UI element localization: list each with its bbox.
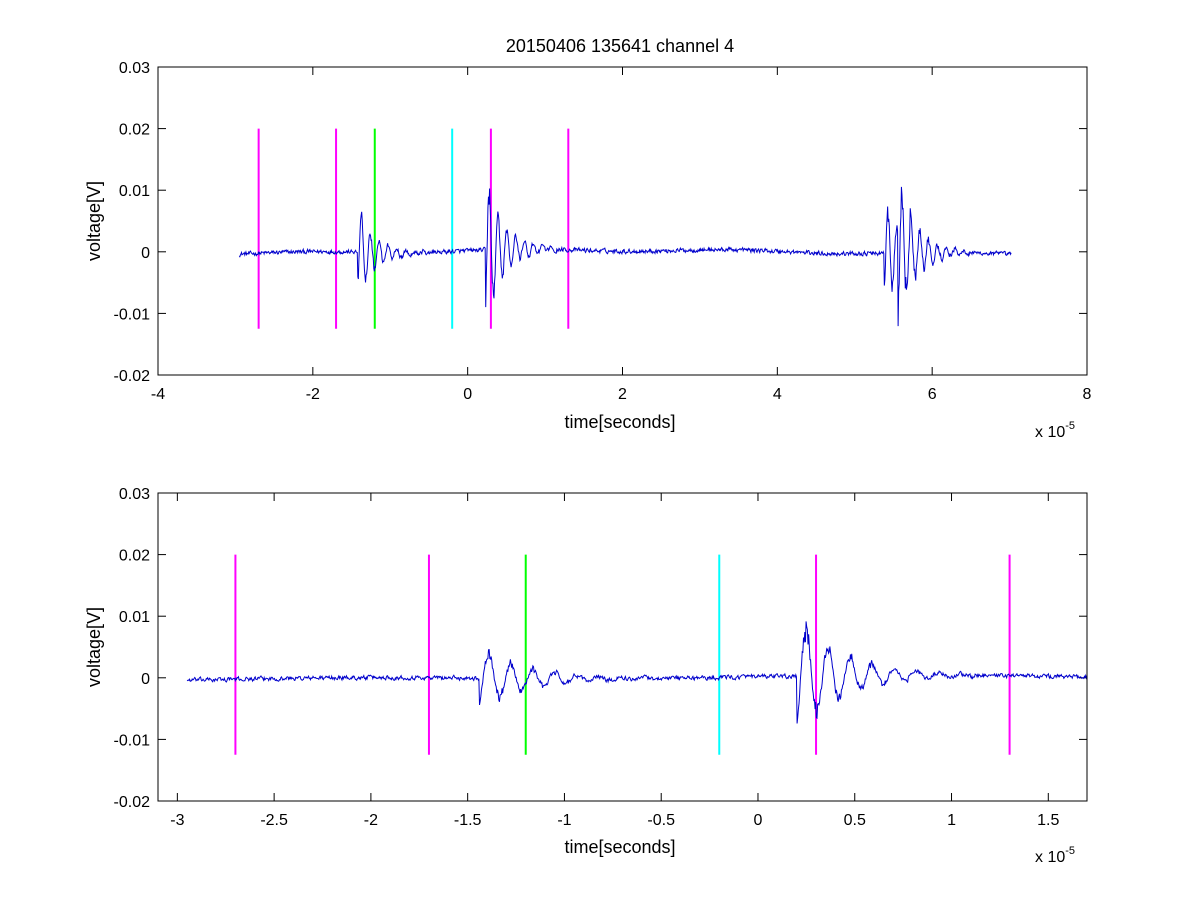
y-tick-label: -0.01 bbox=[114, 732, 151, 749]
y-tick-label: -0.01 bbox=[114, 306, 151, 323]
bottom-voltage-trace bbox=[186, 621, 1088, 724]
y-tick-label: 0 bbox=[141, 245, 150, 262]
y-tick-label: -0.02 bbox=[114, 368, 151, 385]
bottom-axes-frame bbox=[157, 492, 1088, 802]
bottom-x-multiplier-base: x 10 bbox=[1035, 849, 1065, 866]
x-tick-label: 0.5 bbox=[844, 812, 866, 829]
top-voltage-trace bbox=[238, 186, 1012, 327]
bottom-axis-ticks: -3 -2.5 -2 -1.5 -1 -0.5 0 0.5 1 1.5 -0.02 -0.01 0 0.0… bbox=[114, 486, 1087, 829]
y-tick-label: 0.03 bbox=[119, 60, 150, 77]
bottom-y-axis-label: voltage[V] bbox=[84, 607, 104, 687]
y-tick-label: 0.02 bbox=[119, 122, 150, 139]
top-axes-frame bbox=[157, 66, 1088, 376]
y-tick-label: 0.01 bbox=[119, 183, 150, 200]
chart-title: 20150406 135641 channel 4 bbox=[506, 36, 734, 56]
x-tick-label: -2 bbox=[306, 386, 320, 403]
bottom-event-markers bbox=[234, 554, 1011, 755]
top-x-multiplier-base: x 10 bbox=[1035, 424, 1065, 441]
y-tick-label: 0.02 bbox=[119, 548, 150, 565]
x-tick-label: 6 bbox=[928, 386, 937, 403]
x-tick-label: -4 bbox=[151, 386, 165, 403]
top-event-markers bbox=[257, 128, 570, 329]
x-tick-label: 2 bbox=[618, 386, 627, 403]
bottom-x-multiplier-exponent: -5 bbox=[1065, 845, 1075, 857]
x-tick-label: -2.5 bbox=[260, 812, 288, 829]
y-tick-label: 0 bbox=[141, 671, 150, 688]
x-tick-label: -1 bbox=[557, 812, 571, 829]
x-tick-label: 0 bbox=[754, 812, 763, 829]
top-x-multiplier: x 10-5 bbox=[1035, 420, 1075, 441]
bottom-x-axis-label: time[seconds] bbox=[564, 837, 675, 857]
x-tick-label: 1.5 bbox=[1037, 812, 1059, 829]
top-x-axis-label: time[seconds] bbox=[564, 412, 675, 432]
x-tick-label: -0.5 bbox=[647, 812, 675, 829]
x-tick-label: 4 bbox=[773, 386, 782, 403]
x-tick-label: 8 bbox=[1083, 386, 1092, 403]
y-tick-label: -0.02 bbox=[114, 794, 151, 811]
y-tick-label: 0.01 bbox=[119, 609, 150, 626]
bottom-subplot: -3 -2.5 -2 -1.5 -1 -0.5 0 0.5 1 1.5 -0.02 -0.01 0 0.0… bbox=[84, 486, 1088, 866]
top-x-multiplier-exponent: -5 bbox=[1065, 420, 1075, 432]
x-tick-label: -3 bbox=[170, 812, 184, 829]
x-tick-label: -2 bbox=[364, 812, 378, 829]
y-tick-label: 0.03 bbox=[119, 486, 150, 503]
x-tick-label: -1.5 bbox=[454, 812, 482, 829]
x-tick-label: 0 bbox=[463, 386, 472, 403]
bottom-x-multiplier: x 10-5 bbox=[1035, 845, 1075, 866]
x-tick-label: 1 bbox=[947, 812, 956, 829]
top-subplot: 20150406 135641 channel 4 -4 -2 0 2 4 6 8 -0.02… bbox=[84, 36, 1092, 441]
top-axis-ticks: -4 -2 0 2 4 6 8 -0.02 -0.01 0 0.01 0.02 0.03 bbox=[114, 60, 1092, 403]
top-y-axis-label: voltage[V] bbox=[84, 181, 104, 261]
